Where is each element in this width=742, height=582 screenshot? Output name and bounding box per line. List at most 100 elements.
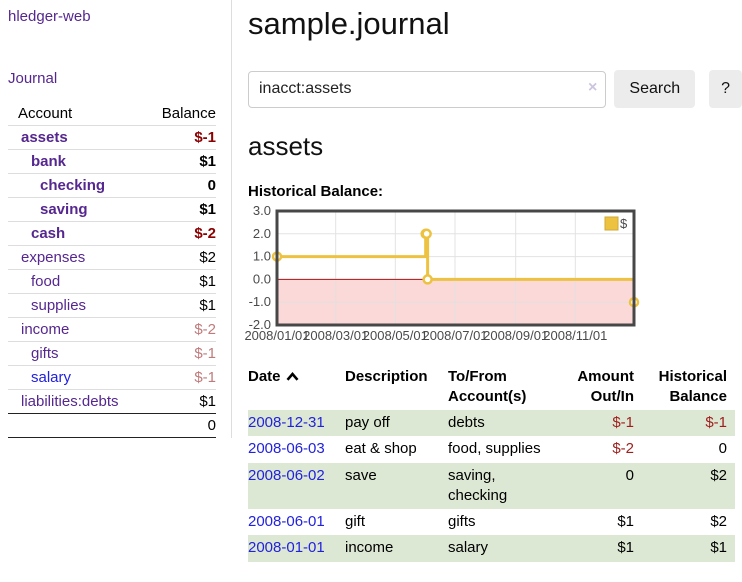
accounts-body: assets $-1 bank $1 checking 0 saving $1 cash $-2 e…: [8, 125, 216, 414]
register-row: 2008-12-31 pay off debts $-1 $-1: [248, 410, 735, 437]
account-row: assets $-1: [8, 125, 216, 150]
clear-search-icon[interactable]: ×: [588, 78, 598, 96]
date-header-label: Date: [248, 368, 281, 385]
column-header-accounts: To/From Account(s): [448, 368, 527, 405]
account-balance: 0: [207, 177, 216, 194]
transaction-date: 2008-06-02: [248, 463, 345, 510]
historical-balance: $-1: [705, 414, 727, 431]
svg-text:2008/03/01: 2008/03/01: [303, 328, 368, 343]
account-link[interactable]: food: [31, 273, 61, 290]
date-link[interactable]: 2008-01-01: [248, 539, 325, 557]
account-link[interactable]: bank: [31, 153, 67, 170]
account-balance: $1: [199, 201, 216, 218]
historical-balance: $2: [710, 513, 727, 530]
account-link[interactable]: cash: [31, 225, 66, 242]
historical-balance: $1: [710, 539, 727, 557]
register-header-row: Date Description To/From Account(s) Amou…: [248, 365, 735, 410]
account-balance: $-2: [194, 225, 216, 242]
svg-text:2008/11/01: 2008/11/01: [543, 328, 607, 343]
date-link[interactable]: 2008-12-31: [248, 414, 325, 431]
account-link[interactable]: expenses: [21, 249, 86, 266]
account-link[interactable]: salary: [31, 369, 72, 386]
svg-text:2.0: 2.0: [253, 226, 271, 241]
amount-out-in: $1: [617, 539, 634, 557]
account-row: cash $-2: [8, 221, 216, 246]
column-header-date[interactable]: Date: [248, 365, 345, 410]
svg-text:2008/09/01: 2008/09/01: [483, 328, 548, 343]
account-page-title: assets: [248, 131, 324, 161]
date-link[interactable]: 2008-06-03: [248, 440, 325, 458]
column-header-amount: Amount Out/In: [577, 368, 634, 405]
transaction-description: eat & shop: [345, 440, 417, 458]
transaction-date: 2008-06-03: [248, 436, 345, 462]
account-link[interactable]: gifts: [31, 345, 59, 362]
accounts-total-value: 0: [207, 417, 216, 434]
account-link[interactable]: liabilities:debts: [21, 393, 119, 410]
transaction-accounts: gifts: [448, 513, 476, 530]
help-button[interactable]: ?: [709, 70, 742, 108]
date-link[interactable]: 2008-06-02: [248, 466, 325, 484]
account-balance: $-1: [194, 345, 216, 362]
search-input[interactable]: [248, 70, 607, 108]
register-body: 2008-12-31 pay off debts $-1 $-1 2008-06-03 ea…: [248, 410, 735, 562]
amount-out-in: $-1: [612, 414, 634, 431]
svg-text:3.0: 3.0: [253, 205, 271, 218]
register-row: 2008-06-01 gift gifts $1 $2: [248, 509, 735, 535]
sidebar: hledger-web Journal Account Balance asse…: [0, 0, 232, 438]
account-row: liabilities:debts $1: [8, 389, 216, 414]
account-balance: $2: [199, 249, 216, 266]
sort-ascending-icon: [286, 372, 299, 381]
page-title: sample.journal: [248, 6, 450, 41]
date-link[interactable]: 2008-06-01: [248, 513, 325, 530]
transaction-date: 2008-01-01: [248, 535, 345, 561]
account-link[interactable]: checking: [40, 177, 106, 194]
account-link[interactable]: income: [21, 321, 70, 338]
account-row: salary $-1: [8, 365, 216, 390]
svg-text:2008/07/01: 2008/07/01: [422, 328, 487, 343]
account-row: saving $1: [8, 197, 216, 222]
transaction-date: 2008-12-31: [248, 410, 345, 436]
register-table: Date Description To/From Account(s) Amou…: [248, 365, 735, 562]
account-row: checking 0: [8, 173, 216, 198]
register-row: 2008-06-03 eat & shop food, supplies $-2 0: [248, 436, 735, 462]
balance-chart-svg: $3.0 2.0 1.0 0.0 -1.0 -2.02008/01/012008/03/0…: [244, 203, 640, 343]
search-button[interactable]: Search: [614, 70, 696, 108]
historical-balance-chart: $3.0 2.0 1.0 0.0 -1.0 -2.0 2008/01/01 2008/03/0…: [244, 203, 642, 347]
account-link[interactable]: assets: [21, 129, 68, 146]
accounts-total-row: 0: [8, 413, 216, 438]
accounts-header-row: Account Balance: [8, 102, 216, 126]
historical-balance: $2: [710, 466, 727, 484]
account-row: income $-2: [8, 317, 216, 342]
account-row: bank $1: [8, 149, 216, 174]
accounts-header-account: Account: [18, 105, 73, 122]
amount-out-in: 0: [625, 466, 634, 484]
account-link[interactable]: saving: [40, 201, 88, 218]
column-header-balance: Historical Balance: [658, 368, 727, 405]
account-balance: $1: [199, 273, 216, 290]
account-link[interactable]: supplies: [31, 297, 87, 314]
transaction-description: gift: [345, 513, 366, 530]
main-content: sample.journal × Search ? assets Histori…: [244, 0, 742, 562]
amount-out-in: $-2: [612, 440, 634, 458]
sidebar-item-journal[interactable]: Journal: [8, 70, 58, 87]
register-row: 2008-06-02 save saving, checking 0 $2: [248, 462, 735, 510]
account-balance: $1: [199, 297, 216, 314]
app-title-link[interactable]: hledger-web: [8, 8, 91, 25]
account-row: expenses $2: [8, 245, 216, 270]
account-balance: $-1: [194, 129, 216, 146]
svg-text:0.0: 0.0: [253, 271, 271, 286]
svg-text:2008/01/01: 2008/01/01: [244, 328, 309, 343]
account-balance: $-2: [194, 321, 216, 338]
transaction-accounts: food, supplies: [448, 440, 541, 458]
accounts-table: Account Balance assets $-1 bank $1 checking 0…: [8, 102, 216, 438]
chart-title: Historical Balance:: [248, 183, 384, 200]
transaction-date: 2008-06-01: [248, 509, 345, 535]
svg-text:2008/05/01: 2008/05/01: [363, 328, 428, 343]
transaction-accounts: salary: [448, 539, 489, 557]
amount-out-in: $1: [617, 513, 634, 530]
account-row: supplies $1: [8, 293, 216, 318]
svg-text:-1.0: -1.0: [249, 294, 271, 309]
accounts-header-balance: Balance: [161, 105, 216, 122]
register-row: 2008-01-01 income salary $1 $1: [248, 535, 735, 562]
svg-text:$: $: [620, 216, 628, 231]
